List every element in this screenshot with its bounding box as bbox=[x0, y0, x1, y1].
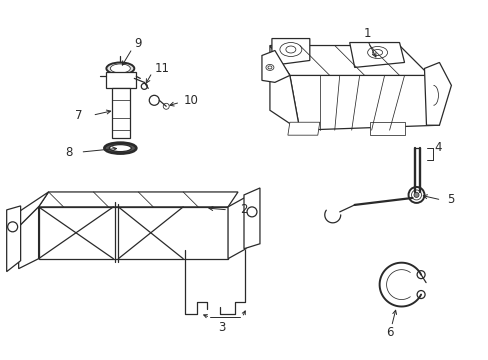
Ellipse shape bbox=[110, 64, 130, 73]
Polygon shape bbox=[424, 62, 450, 125]
Polygon shape bbox=[227, 197, 245, 259]
Ellipse shape bbox=[413, 193, 418, 197]
Ellipse shape bbox=[285, 46, 295, 53]
Text: 1: 1 bbox=[363, 27, 371, 40]
Circle shape bbox=[416, 291, 424, 298]
Polygon shape bbox=[39, 192, 238, 207]
Polygon shape bbox=[271, 39, 309, 66]
Ellipse shape bbox=[279, 42, 301, 57]
Text: 3: 3 bbox=[218, 321, 225, 334]
Polygon shape bbox=[106, 72, 136, 88]
Polygon shape bbox=[112, 88, 130, 138]
Polygon shape bbox=[369, 122, 404, 135]
Circle shape bbox=[163, 103, 169, 109]
Polygon shape bbox=[269, 45, 428, 75]
Text: 9: 9 bbox=[134, 37, 142, 50]
Polygon shape bbox=[7, 206, 20, 272]
Ellipse shape bbox=[267, 66, 271, 69]
Polygon shape bbox=[39, 207, 227, 259]
Ellipse shape bbox=[411, 190, 421, 200]
Text: 8: 8 bbox=[65, 145, 72, 159]
Polygon shape bbox=[244, 188, 260, 249]
Text: 11: 11 bbox=[154, 62, 169, 75]
Ellipse shape bbox=[104, 143, 136, 154]
Circle shape bbox=[8, 222, 18, 232]
Polygon shape bbox=[349, 42, 404, 67]
Ellipse shape bbox=[265, 64, 273, 71]
Ellipse shape bbox=[109, 145, 131, 152]
Circle shape bbox=[149, 95, 159, 105]
Text: 6: 6 bbox=[385, 326, 392, 339]
Ellipse shape bbox=[372, 50, 382, 55]
Polygon shape bbox=[269, 45, 299, 130]
Circle shape bbox=[416, 271, 424, 279]
Ellipse shape bbox=[367, 46, 387, 58]
Polygon shape bbox=[287, 122, 319, 135]
Polygon shape bbox=[262, 50, 289, 82]
Polygon shape bbox=[19, 207, 39, 269]
Text: 5: 5 bbox=[447, 193, 454, 206]
Ellipse shape bbox=[407, 187, 424, 203]
Polygon shape bbox=[19, 192, 48, 227]
Text: 7: 7 bbox=[75, 109, 82, 122]
Text: 2: 2 bbox=[240, 203, 247, 216]
Ellipse shape bbox=[106, 62, 134, 75]
Circle shape bbox=[246, 207, 256, 217]
Polygon shape bbox=[289, 75, 439, 130]
Text: 4: 4 bbox=[433, 141, 441, 154]
Text: 10: 10 bbox=[184, 94, 199, 107]
